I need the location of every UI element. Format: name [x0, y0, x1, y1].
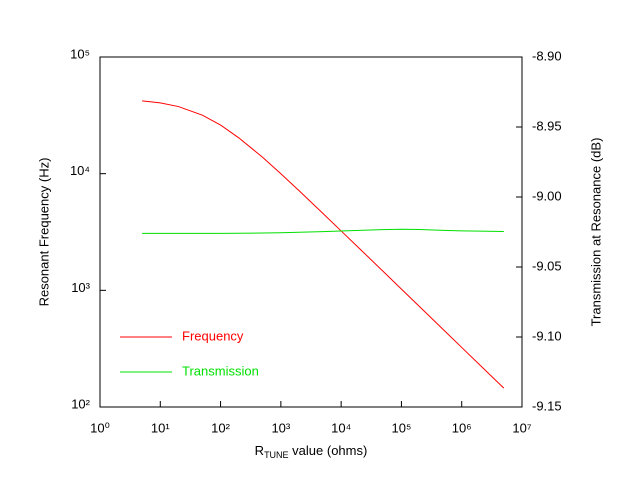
legend-label: Transmission [182, 363, 259, 378]
x-tick-label: 10⁷ [512, 420, 531, 435]
y-axis-label: Resonant Frequency (Hz) [36, 158, 51, 307]
x-tick-label: 10³ [271, 420, 290, 435]
plot-frame [99, 56, 523, 408]
y-tick-label: 10⁴ [70, 163, 90, 178]
x-tick-label: 10⁵ [391, 420, 411, 435]
x-tick-label: 10⁴ [331, 420, 351, 435]
y2-tick-label: -8.90 [532, 48, 562, 63]
y2-tick-label: -9.00 [532, 188, 562, 203]
y-tick-label: 10³ [71, 280, 90, 295]
y-tick-label: 10² [71, 396, 90, 411]
y2-tick-label: -8.95 [532, 118, 562, 133]
x-tick-label: 10¹ [151, 420, 170, 435]
x-axis-label: RTUNE value (ohms) [255, 443, 368, 460]
legend-label: Frequency [182, 328, 244, 343]
x-tick-label: 10² [211, 420, 230, 435]
y-tick-label: 10⁵ [70, 46, 90, 61]
y2-tick-label: -9.05 [532, 258, 562, 273]
series-line [142, 100, 505, 389]
series-line [142, 228, 504, 234]
y2-axis-label: Transmission at Resonance (dB) [588, 138, 603, 327]
y2-tick-label: -9.10 [532, 328, 562, 343]
x-tick-label: 10⁶ [452, 420, 472, 435]
y2-tick-label: -9.15 [532, 398, 562, 413]
x-tick-label: 10⁰ [90, 420, 110, 435]
